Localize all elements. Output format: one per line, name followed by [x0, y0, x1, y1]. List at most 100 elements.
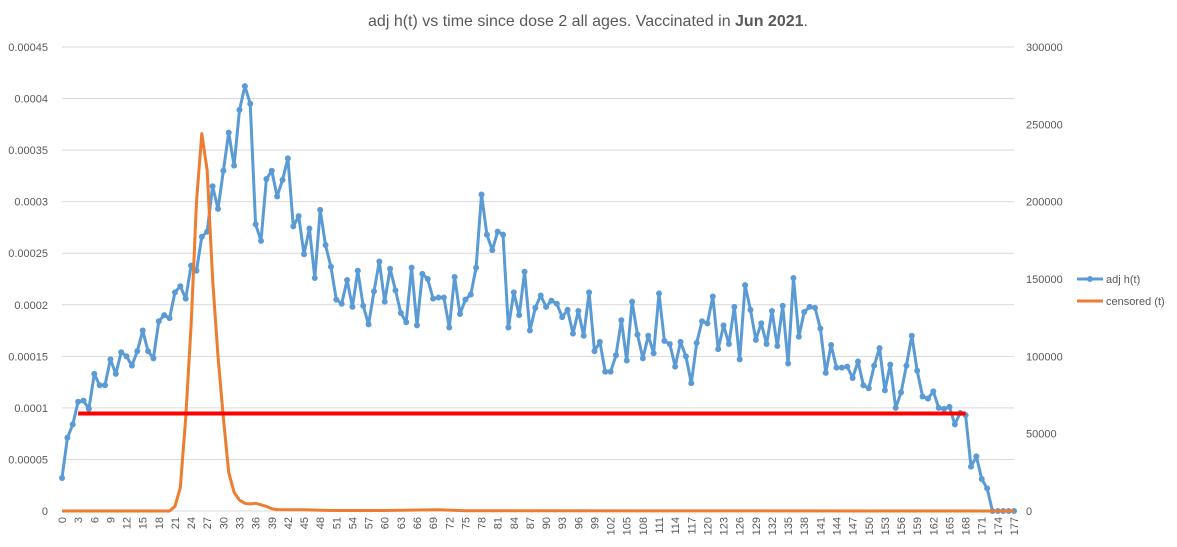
series-point: [408, 264, 415, 271]
series-point: [171, 289, 178, 296]
series-point: [607, 368, 614, 375]
series-point: [602, 368, 609, 375]
series-point: [946, 403, 953, 410]
series-point: [849, 374, 856, 381]
left-tick-label: 0.0003: [14, 197, 48, 209]
series-point: [844, 363, 851, 370]
x-tick-label: 114: [670, 517, 682, 535]
series-point: [451, 273, 458, 280]
series-point: [860, 382, 867, 389]
series-point: [494, 228, 501, 235]
series-point: [629, 298, 636, 305]
series-point: [505, 324, 512, 331]
series-layer: [59, 83, 1017, 514]
legend-marker: [1087, 276, 1093, 282]
series-point: [274, 193, 281, 200]
x-tick-label: 51: [331, 517, 343, 529]
x-tick-label: 21: [170, 517, 182, 529]
series-point: [236, 106, 243, 113]
series-point: [871, 362, 878, 369]
series-point: [967, 463, 974, 470]
series-point: [935, 404, 942, 411]
series-point: [457, 311, 464, 318]
series-point: [510, 289, 517, 296]
series-point: [85, 405, 92, 412]
series-point: [145, 348, 152, 355]
series-point: [128, 362, 135, 369]
series-line-0: [60, 84, 1014, 513]
series-point: [768, 307, 775, 314]
x-tick-label: 177: [1009, 517, 1021, 535]
series-point: [569, 330, 576, 337]
series-point: [951, 421, 958, 428]
series-point: [317, 206, 324, 213]
x-tick-label: 117: [686, 517, 698, 535]
series-point: [725, 340, 732, 347]
series-point: [532, 304, 539, 311]
series-point: [941, 405, 948, 412]
series-point: [817, 325, 824, 332]
series-point: [822, 369, 829, 376]
series-point: [596, 338, 603, 345]
x-tick-label: 132: [767, 517, 779, 535]
series-point: [150, 355, 157, 362]
x-axis-ticks: 0 3 6 9 12 15 18 21 24 27 30 33 36 39 42 45 48 51 54 57 60 63…: [57, 517, 1021, 535]
series-point: [548, 297, 555, 304]
series-point: [521, 268, 528, 275]
series-point: [107, 356, 114, 363]
left-tick-label: 0.0002: [14, 300, 48, 312]
x-tick-label: 153: [880, 517, 892, 535]
series-point: [720, 322, 727, 329]
left-tick-label: 0.00025: [8, 248, 48, 260]
x-tick-label: 141: [815, 517, 827, 535]
series-point: [623, 357, 630, 364]
series-point: [338, 300, 345, 307]
series-point: [118, 349, 125, 356]
x-tick-label: 66: [412, 517, 424, 529]
series-point: [559, 314, 566, 321]
series-point: [365, 321, 372, 328]
x-tick-label: 84: [509, 517, 521, 529]
series-point: [586, 289, 593, 296]
x-tick-label: 111: [654, 517, 666, 534]
x-tick-label: 57: [364, 517, 376, 529]
series-point: [333, 296, 340, 303]
series-point: [742, 282, 749, 289]
series-point: [898, 389, 905, 396]
x-tick-label: 144: [832, 517, 844, 535]
legend-label: adj h(t): [1106, 274, 1140, 286]
series-point: [634, 331, 641, 338]
series-point: [790, 274, 797, 281]
x-tick-label: 39: [267, 517, 279, 529]
series-point: [526, 327, 533, 334]
series-point: [978, 476, 985, 483]
series-point: [225, 129, 232, 136]
series-point: [758, 320, 765, 327]
series-point: [231, 162, 238, 169]
series-point: [704, 320, 711, 327]
series-point: [161, 312, 168, 319]
x-tick-label: 81: [493, 517, 505, 529]
series-point: [381, 298, 388, 305]
series-point: [198, 233, 205, 240]
series-point: [731, 303, 738, 310]
series-point: [537, 292, 544, 299]
legend: adj h(t) censored (t): [1077, 274, 1165, 308]
series-point: [892, 404, 899, 411]
x-tick-label: 108: [638, 517, 650, 535]
series-point: [699, 318, 706, 325]
series-point: [387, 265, 394, 272]
series-point: [322, 241, 329, 248]
series-point: [693, 339, 700, 346]
left-tick-label: 0: [42, 506, 48, 518]
series-point: [279, 177, 286, 184]
series-point: [112, 370, 119, 377]
x-tick-label: 72: [444, 517, 456, 529]
series-point: [258, 237, 265, 244]
left-tick-label: 0.00015: [8, 351, 48, 363]
x-tick-label: 30: [218, 517, 230, 529]
series-point: [656, 290, 663, 297]
series-point: [774, 343, 781, 350]
series-point: [645, 332, 652, 339]
